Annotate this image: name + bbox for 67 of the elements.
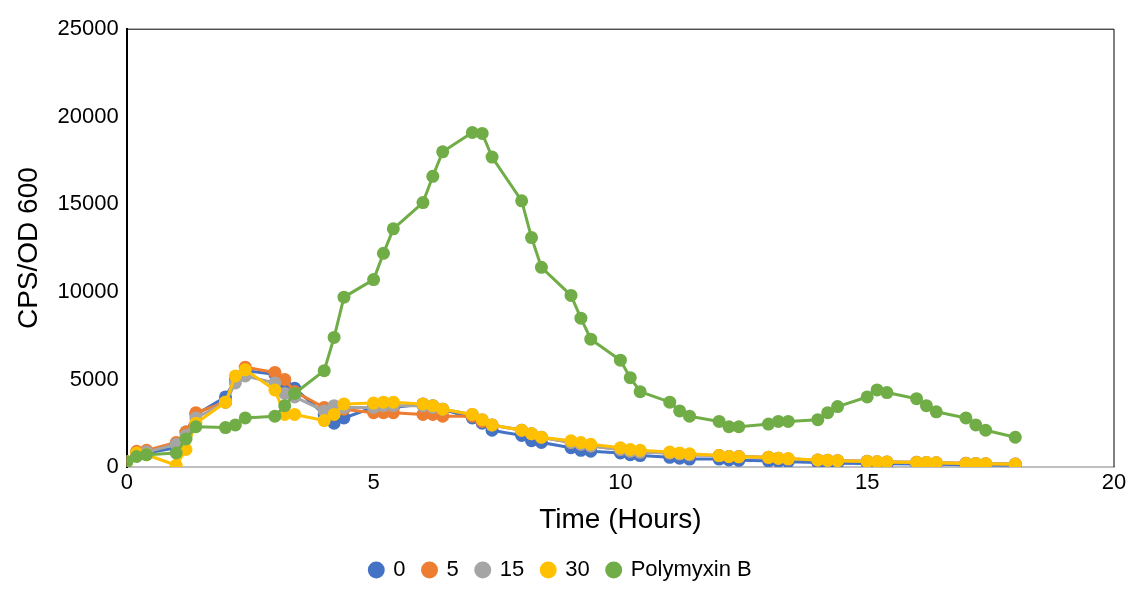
point <box>633 385 647 399</box>
y-tick-label: 0 <box>106 453 119 479</box>
point <box>386 395 400 409</box>
point <box>426 169 440 183</box>
point <box>327 407 341 421</box>
point <box>436 145 450 159</box>
point <box>327 330 341 344</box>
x-tick-label: 10 <box>608 469 633 495</box>
point <box>317 414 331 428</box>
point <box>821 406 835 420</box>
point <box>584 332 598 346</box>
x-tick-label: 15 <box>854 469 880 495</box>
point <box>682 409 696 423</box>
point <box>663 395 677 409</box>
point <box>574 311 588 325</box>
point <box>732 420 746 434</box>
point <box>564 288 578 302</box>
point <box>919 399 933 413</box>
point <box>979 423 993 437</box>
point <box>969 418 983 432</box>
point <box>831 400 845 414</box>
point <box>673 404 687 418</box>
y-tick-label: 15000 <box>57 190 119 216</box>
point <box>712 414 726 428</box>
point <box>179 432 193 446</box>
point <box>534 260 548 274</box>
point <box>959 411 973 425</box>
point <box>238 411 252 425</box>
legend-label: 15 <box>499 556 525 582</box>
x-tick-label: 5 <box>367 469 380 495</box>
y-axis-title: CPS/OD 600 <box>11 167 43 330</box>
point <box>317 364 331 378</box>
point <box>525 231 539 245</box>
legend-label: 0 <box>393 556 406 582</box>
point <box>781 414 795 428</box>
y-tick-label: 20000 <box>57 102 119 128</box>
point <box>485 150 499 164</box>
legend-label: 5 <box>446 556 459 582</box>
y-tick-label: 25000 <box>57 15 119 41</box>
legend-label: Polymyxin B <box>630 556 752 582</box>
point <box>811 413 825 427</box>
point <box>228 418 242 432</box>
x-axis-title: Time (Hours) <box>539 502 702 534</box>
point <box>1008 430 1022 444</box>
point <box>367 273 381 287</box>
point <box>860 390 874 404</box>
point <box>376 246 390 260</box>
y-tick-label: 10000 <box>57 277 119 303</box>
point <box>268 383 282 397</box>
point <box>386 222 400 236</box>
point <box>169 446 183 460</box>
point <box>416 196 430 210</box>
y-tick-label: 5000 <box>69 365 119 391</box>
point <box>288 407 302 421</box>
point <box>337 290 351 304</box>
point <box>929 405 943 419</box>
point <box>910 392 924 406</box>
point <box>623 371 637 385</box>
point <box>515 194 529 208</box>
legend-label: 30 <box>565 556 590 582</box>
point <box>189 420 203 434</box>
point <box>278 399 292 413</box>
point <box>475 126 489 140</box>
x-tick-label: 20 <box>1101 469 1127 495</box>
point <box>613 353 627 367</box>
point <box>880 386 894 400</box>
point <box>268 409 282 423</box>
